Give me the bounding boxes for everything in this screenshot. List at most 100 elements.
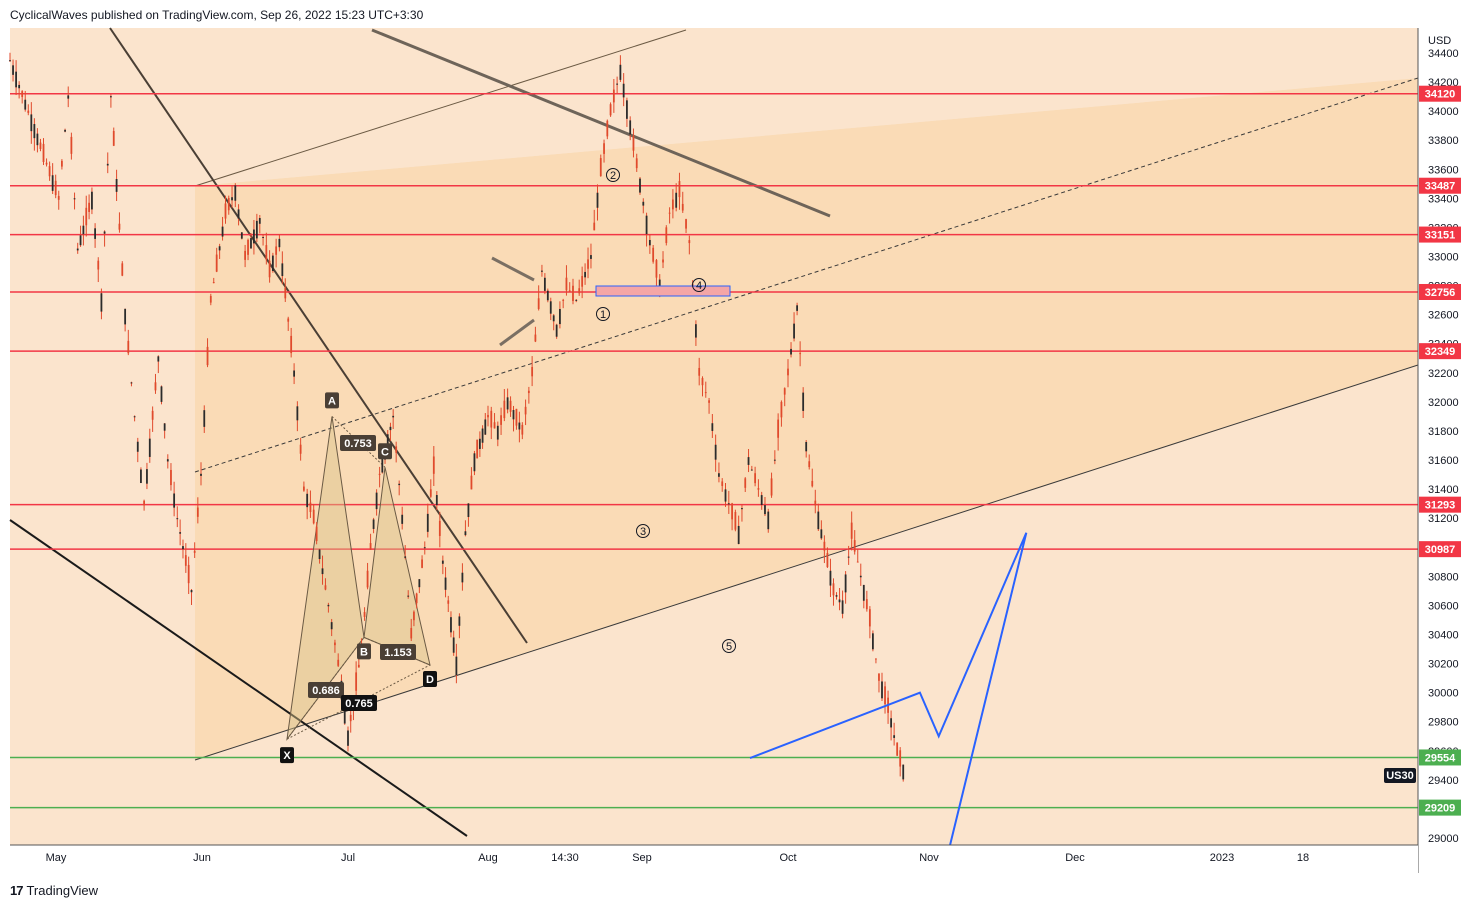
candle-body	[509, 400, 512, 412]
candle-body	[599, 158, 602, 177]
candle-body	[575, 299, 578, 301]
candle-body	[103, 231, 106, 234]
candle-body	[426, 513, 429, 532]
candle-body	[783, 388, 786, 395]
price-tick-30200: 30200	[1428, 659, 1459, 671]
candle-body	[106, 163, 109, 166]
flag-line-top[interactable]	[491, 256, 535, 282]
candle-body	[473, 453, 476, 472]
candle-body	[392, 415, 395, 418]
zone-box[interactable]	[595, 285, 731, 297]
harmonic-point-A: A	[328, 395, 336, 407]
harmonic-point-box-B	[357, 643, 371, 660]
level-tag-box-32349	[1419, 343, 1461, 360]
candle-body	[176, 518, 179, 520]
candle-body	[559, 309, 561, 325]
price-tick-31800: 31800	[1428, 426, 1459, 438]
level-tag-33151: 33151	[1425, 230, 1456, 242]
wave-label-5: 5	[726, 641, 732, 653]
candle-body	[481, 428, 484, 443]
candle-body	[418, 579, 421, 588]
candle-body	[546, 290, 549, 301]
candle-body	[734, 511, 737, 530]
channel-upper-line[interactable]	[194, 29, 687, 187]
wave-circle-5	[722, 639, 736, 653]
candle-body	[470, 475, 473, 490]
candle-body	[515, 408, 518, 426]
candle-body	[500, 415, 502, 425]
candle-body	[324, 585, 327, 590]
projection-path[interactable]	[749, 532, 1028, 846]
candle-body	[467, 503, 470, 518]
candle-body	[543, 277, 546, 291]
time-tick-10: 18	[1297, 852, 1309, 864]
candle-body	[45, 162, 48, 165]
ratio-label-2: 0.686	[312, 685, 340, 697]
flag-line-bottom[interactable]	[499, 318, 535, 347]
level-tag-30987: 30987	[1425, 544, 1456, 556]
candle-body	[369, 543, 372, 550]
candle-body	[203, 410, 206, 427]
candle-body	[635, 158, 638, 169]
candle-body	[85, 207, 88, 226]
candle-body	[64, 129, 66, 132]
time-tick-5: Sep	[632, 852, 652, 864]
price-tick-29400: 29400	[1428, 775, 1459, 787]
candle-body	[247, 239, 249, 255]
harmonic-point-X: X	[283, 750, 291, 762]
candle-body	[389, 426, 392, 431]
time-axis[interactable]: May Jun Jul Aug 14:30 Sep Oct Nov Dec 2023 18	[46, 852, 1310, 864]
candle-body	[847, 556, 850, 558]
candle-body	[281, 263, 284, 277]
candle-body	[237, 209, 240, 219]
level-tag-31293: 31293	[1425, 500, 1456, 512]
candle-body	[826, 552, 829, 568]
candle-body	[681, 203, 684, 211]
candle-body	[284, 287, 287, 299]
candle-body	[193, 550, 196, 553]
candle-body	[215, 254, 218, 272]
support-line[interactable]	[9, 519, 468, 837]
candle-body	[665, 227, 668, 244]
tradingview-logo[interactable]: 17 TradingView	[10, 883, 98, 898]
harmonic-ratio-line-XB	[286, 637, 365, 740]
candle-body	[97, 260, 100, 270]
candle-body	[724, 489, 727, 502]
price-tick-30400: 30400	[1428, 629, 1459, 641]
candle-body	[754, 473, 757, 484]
candle-body	[312, 509, 315, 524]
candle-body	[278, 238, 281, 248]
candle-body	[136, 441, 139, 452]
candle-body	[678, 181, 681, 198]
candle-body	[704, 392, 707, 394]
candle-body	[622, 83, 625, 98]
candle-body	[578, 288, 581, 294]
channel-lower-line[interactable]	[194, 364, 1419, 761]
candle-body	[484, 419, 487, 435]
candle-body	[275, 246, 278, 255]
price-tick-31600: 31600	[1428, 455, 1459, 467]
candle-body	[253, 229, 255, 244]
candle-body	[209, 296, 212, 303]
candle-body	[143, 500, 145, 506]
candle-body	[708, 400, 710, 403]
price-tick-34000: 34000	[1428, 106, 1459, 118]
candle-body	[12, 65, 14, 75]
candle-body	[760, 495, 763, 505]
candle-body	[881, 681, 883, 699]
candle-body	[850, 522, 853, 539]
candle-body	[170, 469, 172, 486]
candle-body	[685, 219, 687, 229]
candle-body	[337, 659, 340, 666]
level-tag-29554: 29554	[1425, 752, 1456, 764]
ratio-box-1	[380, 644, 416, 660]
price-tick-34400: 34400	[1428, 48, 1459, 60]
level-tag-box-29554	[1419, 749, 1461, 766]
candle-body	[255, 220, 258, 239]
downtrend-line[interactable]	[109, 27, 528, 644]
candle-body	[218, 246, 221, 251]
time-tick-0: May	[46, 852, 67, 864]
candle-body	[67, 95, 70, 99]
candle-body	[606, 120, 609, 137]
